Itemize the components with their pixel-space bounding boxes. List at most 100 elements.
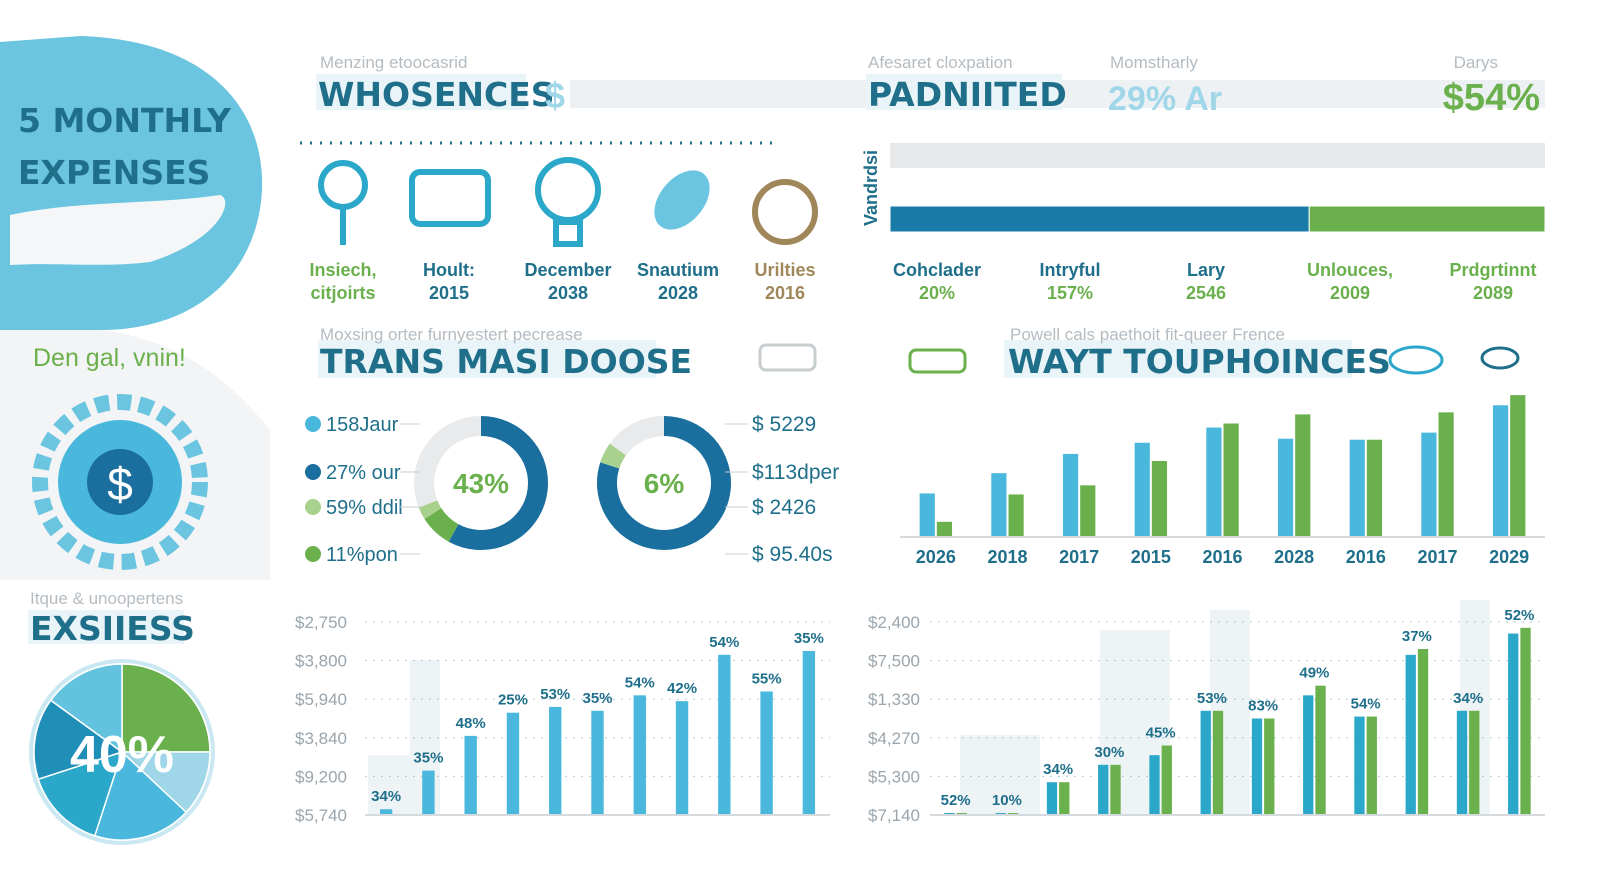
pie-slice — [120, 751, 211, 814]
bar-annotation: 35% — [582, 690, 612, 707]
donut-label: $113dper — [752, 461, 839, 484]
stat-label: Lary — [1187, 260, 1225, 280]
legend-label: 27% our — [326, 462, 401, 484]
bar — [1510, 395, 1526, 537]
pie-slice — [93, 750, 188, 841]
progress-segment — [889, 205, 1310, 233]
car-icon — [758, 343, 817, 372]
icon-sub: 2038 — [548, 283, 588, 303]
bar-annotation: 53% — [540, 686, 570, 703]
header-caption: Darys — [1454, 53, 1498, 72]
bar-annotation: 35% — [413, 750, 443, 767]
bar — [1062, 453, 1079, 537]
stat-value: 2009 — [1330, 283, 1370, 303]
icon-sub: 2028 — [658, 283, 698, 303]
y-tick-label: $7,140 — [868, 806, 920, 825]
bar — [1349, 439, 1365, 537]
header-caption: Afesaret cloxpation — [868, 53, 1013, 72]
section-caption: Moxsing orter furnyestert pecrease — [320, 325, 583, 344]
title-bg — [1004, 340, 1352, 378]
bar — [1469, 710, 1480, 815]
x-tick-label: 2029 — [1489, 547, 1529, 567]
icon-sub: citjoirts — [310, 283, 375, 303]
bar — [1200, 710, 1211, 815]
bar — [1080, 485, 1096, 537]
bar — [633, 695, 646, 815]
bar — [1212, 710, 1224, 815]
bar — [1206, 427, 1222, 537]
bar-annotation: 25% — [498, 692, 528, 709]
bar — [760, 691, 773, 815]
icon-label: December — [524, 260, 611, 280]
bar — [1046, 782, 1058, 815]
y-tick-label: $2,400 — [868, 613, 920, 632]
sidebar-heading: EXSIIESS — [30, 609, 195, 648]
bar — [1223, 423, 1239, 537]
bar — [549, 706, 562, 815]
donut-label: $ 95.40s — [752, 543, 833, 566]
x-tick-label: 2015 — [1131, 547, 1171, 567]
stat-value: 157% — [1047, 283, 1093, 303]
bar-annotation: 10% — [992, 792, 1022, 809]
bar — [1366, 439, 1383, 537]
bar — [1492, 405, 1509, 537]
legend-label: 59% ddil — [326, 497, 403, 519]
bar — [1151, 461, 1168, 537]
x-tick-label: 2028 — [1274, 547, 1314, 567]
header-title: PADNIITED — [868, 75, 1067, 114]
eye-icon — [1480, 346, 1520, 370]
donut-segment — [600, 443, 627, 469]
bar — [464, 735, 477, 815]
stat-label: Unlouces, — [1307, 260, 1393, 280]
bar-annotation: 54% — [709, 634, 739, 651]
bar-annotation: 45% — [1146, 725, 1176, 742]
bar-annotation: 83% — [1248, 698, 1278, 715]
icon-row — [318, 157, 818, 247]
donut-segment — [448, 416, 548, 550]
bar — [379, 809, 393, 815]
icon-sub: 2015 — [429, 283, 469, 303]
header-value: $54% — [1443, 77, 1540, 119]
bar — [1417, 649, 1429, 815]
tagline: Den gal, vnin! — [33, 344, 186, 372]
y-tick-label: $2,750 — [295, 613, 347, 632]
bar-annotation: 52% — [941, 792, 971, 809]
icon-label: Insiech, — [309, 260, 376, 280]
bar — [1149, 755, 1160, 815]
stat-label: Prdgrtinnt — [1450, 260, 1537, 280]
title-bg — [866, 74, 1062, 110]
sidebar-title: 5 MONTHLY — [18, 101, 232, 140]
donut-label: $ 5229 — [752, 413, 816, 436]
bar-annotation: 34% — [1453, 690, 1483, 707]
pie-slice — [33, 699, 124, 781]
building — [960, 735, 1040, 815]
coin-symbol: $ — [107, 458, 133, 510]
y-tick-label: $5,940 — [295, 690, 347, 709]
monitor-icon — [409, 169, 491, 227]
pie-slice — [49, 663, 123, 754]
donut-center: 6% — [644, 468, 685, 499]
bulb-base — [553, 219, 583, 247]
legend-dot — [305, 499, 321, 515]
bar — [1520, 627, 1531, 815]
donut-segment — [597, 416, 731, 550]
y-tick-label: $3,800 — [295, 652, 347, 671]
stat-label: Cohclader — [893, 260, 981, 280]
bar — [591, 710, 604, 815]
section-title: WAYT TOUPHOINCES — [1008, 342, 1391, 381]
bar — [1295, 414, 1311, 537]
stat-label: Intryful — [1040, 260, 1101, 280]
header-caption: Momstharly — [1110, 53, 1198, 72]
bar-annotation: 55% — [752, 670, 782, 687]
axis-label: Vandrdsi — [861, 150, 881, 226]
y-tick-label: $1,330 — [868, 690, 920, 709]
bar-annotation: 30% — [1094, 744, 1124, 761]
bar-annotation: 42% — [667, 680, 697, 697]
bar-annotation: 52% — [1504, 607, 1534, 624]
x-tick-label: 2017 — [1059, 547, 1099, 567]
donut-label: $ 2426 — [752, 496, 816, 519]
bar — [1456, 710, 1468, 815]
legend-dot — [305, 546, 321, 562]
y-tick-label: $3,840 — [295, 729, 347, 748]
